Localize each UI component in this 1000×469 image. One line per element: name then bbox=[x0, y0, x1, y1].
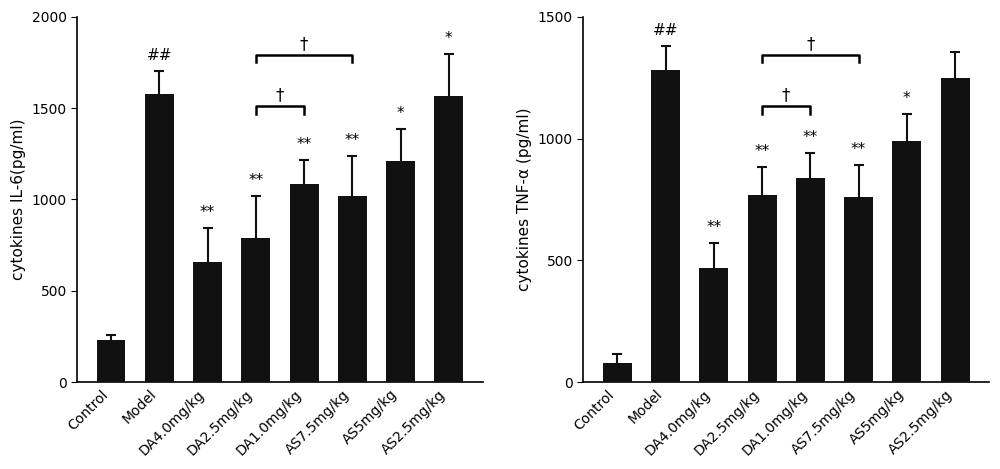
Bar bbox=[941, 77, 970, 382]
Text: **: ** bbox=[706, 220, 721, 235]
Bar bbox=[145, 94, 174, 382]
Bar bbox=[796, 178, 825, 382]
Bar bbox=[892, 141, 921, 382]
Text: ##: ## bbox=[147, 47, 172, 62]
Bar bbox=[193, 262, 222, 382]
Text: †: † bbox=[300, 35, 308, 53]
Text: **: ** bbox=[296, 137, 312, 152]
Text: *: * bbox=[397, 106, 404, 121]
Bar bbox=[844, 197, 873, 382]
Text: †: † bbox=[806, 35, 814, 53]
Text: **: ** bbox=[200, 205, 215, 220]
Text: *: * bbox=[445, 31, 453, 46]
Text: **: ** bbox=[248, 173, 263, 188]
Text: ##: ## bbox=[653, 23, 678, 38]
Bar bbox=[651, 70, 680, 382]
Bar bbox=[434, 96, 463, 382]
Bar bbox=[290, 184, 319, 382]
Text: **: ** bbox=[803, 130, 818, 145]
Bar bbox=[338, 196, 367, 382]
Text: **: ** bbox=[754, 144, 770, 159]
Bar bbox=[386, 161, 415, 382]
Text: †: † bbox=[276, 86, 284, 105]
Bar bbox=[241, 238, 270, 382]
Bar bbox=[699, 268, 728, 382]
Text: **: ** bbox=[851, 142, 866, 157]
Bar bbox=[748, 195, 777, 382]
Bar bbox=[97, 340, 125, 382]
Y-axis label: cytokines IL-6(pg/ml): cytokines IL-6(pg/ml) bbox=[11, 119, 26, 280]
Y-axis label: cytokines TNF-α (pg/ml): cytokines TNF-α (pg/ml) bbox=[517, 108, 532, 291]
Bar bbox=[603, 363, 632, 382]
Text: †: † bbox=[782, 86, 790, 105]
Text: *: * bbox=[903, 91, 911, 106]
Text: **: ** bbox=[345, 134, 360, 149]
